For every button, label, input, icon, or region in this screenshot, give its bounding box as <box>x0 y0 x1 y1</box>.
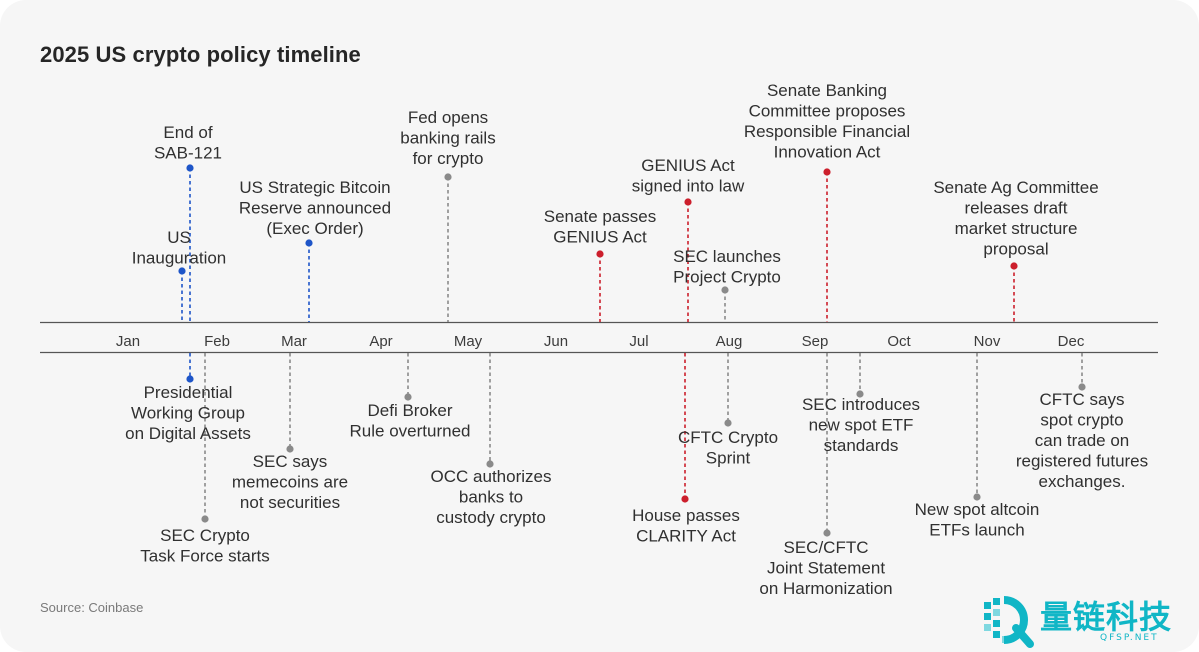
event-label-senate-passes-genius-act-line-1: Senate passes <box>544 207 656 226</box>
event-label-us-inauguration-line-2: Inauguration <box>132 249 227 268</box>
event-label-sec-says-memecoins-are-not-securities-line-2: memecoins are <box>232 473 348 492</box>
event-dot-cftc-crypto-sprint <box>724 419 732 427</box>
month-label-may: May <box>454 333 483 350</box>
event-label-cftc-crypto-sprint-line-1: CFTC Crypto <box>678 428 778 447</box>
event-label-genius-act-signed-into-law-line-1: GENIUS Act <box>641 156 735 175</box>
event-dot-senate-banking-committee-proposes-responsible-financial-innovation-act <box>823 168 831 176</box>
event-label-senate-banking-committee-proposes-responsible-financial-innovation-act-line-3: Responsible Financial <box>744 122 910 141</box>
event-label-fed-opens-banking-rails-for-crypto-line-2: banking rails <box>400 129 495 148</box>
event-label-new-spot-altcoin-etfs-launch-line-1: New spot altcoin <box>915 500 1040 519</box>
event-label-defi-broker-rule-overturned-line-2: Rule overturned <box>350 422 471 441</box>
event-label-sec-cftc-joint-statement-on-harmonization-line-3: on Harmonization <box>759 579 892 598</box>
event-label-senate-ag-committee-releases-draft-market-structure-proposal-line-1: Senate Ag Committee <box>933 178 1098 197</box>
logo-mark-icon <box>984 596 1034 648</box>
event-label-us-strategic-bitcoin-reserve-announced-exec-order-line-3: (Exec Order) <box>266 219 363 238</box>
event-label-senate-banking-committee-proposes-responsible-financial-innovation-act-line-2: Committee proposes <box>749 102 906 121</box>
event-label-senate-ag-committee-releases-draft-market-structure-proposal-line-2: releases draft <box>965 199 1068 218</box>
event-labels: US Inauguration End of SAB-121 US Strategic … <box>125 81 1148 598</box>
event-label-house-passes-clarity-act-line-1: House passes <box>632 506 740 525</box>
event-dot-fed-opens-banking-rails-for-crypto <box>444 173 452 181</box>
event-label-sec-introduces-new-spot-etf-standards-line-1: SEC introduces <box>802 395 920 414</box>
event-dot-us-strategic-bitcoin-reserve-announced-exec-order <box>305 239 313 247</box>
event-label-occ-authorizes-banks-to-custody-crypto-line-3: custody crypto <box>436 508 546 527</box>
month-label-sep: Sep <box>802 333 829 350</box>
event-label-senate-ag-committee-releases-draft-market-structure-proposal-line-4: proposal <box>983 240 1048 259</box>
event-dot-defi-broker-rule-overturned <box>404 393 412 401</box>
event-label-us-inauguration-line-1: US <box>167 228 191 247</box>
event-label-presidential-working-group-on-digital-assets-line-1: Presidential <box>144 383 233 402</box>
month-label-apr: Apr <box>369 333 392 350</box>
event-label-sec-cftc-joint-statement-on-harmonization-line-1: SEC/CFTC <box>784 538 869 557</box>
event-label-sec-says-memecoins-are-not-securities-line-1: SEC says <box>253 452 328 471</box>
event-dot-genius-act-signed-into-law <box>684 198 692 206</box>
event-label-sec-crypto-task-force-starts-line-2: Task Force starts <box>140 547 269 566</box>
month-label-jul: Jul <box>629 333 648 350</box>
event-dot-cftc-says-spot-crypto-can-trade-on-registered-futures-exchanges <box>1078 383 1086 391</box>
event-dot-senate-ag-committee-releases-draft-market-structure-proposal <box>1010 262 1018 270</box>
event-label-occ-authorizes-banks-to-custody-crypto-line-2: banks to <box>459 488 523 507</box>
event-label-cftc-says-spot-crypto-can-trade-on-registered-futures-exchanges-line-5: exchanges. <box>1039 472 1126 491</box>
month-label-aug: Aug <box>716 333 743 350</box>
event-label-sec-introduces-new-spot-etf-standards-line-3: standards <box>824 436 899 455</box>
month-label-mar: Mar <box>281 333 307 350</box>
event-label-us-strategic-bitcoin-reserve-announced-exec-order-line-2: Reserve announced <box>239 199 391 218</box>
month-label-dec: Dec <box>1058 333 1085 350</box>
event-label-cftc-says-spot-crypto-can-trade-on-registered-futures-exchanges-line-4: registered futures <box>1016 452 1148 471</box>
event-dot-sec-cftc-joint-statement-on-harmonization <box>823 529 831 537</box>
event-label-new-spot-altcoin-etfs-launch-line-2: ETFs launch <box>929 521 1024 540</box>
event-dot-end-of-sab-121 <box>186 164 194 172</box>
event-dot-sec-crypto-task-force-starts <box>201 515 209 523</box>
month-label-nov: Nov <box>974 333 1001 350</box>
event-label-cftc-says-spot-crypto-can-trade-on-registered-futures-exchanges-line-1: CFTC says <box>1040 390 1125 409</box>
event-label-sec-launches-project-crypto-line-2: Project Crypto <box>673 268 781 287</box>
event-label-occ-authorizes-banks-to-custody-crypto-line-1: OCC authorizes <box>431 467 552 486</box>
event-label-senate-banking-committee-proposes-responsible-financial-innovation-act-line-1: Senate Banking <box>767 81 887 100</box>
month-label-oct: Oct <box>887 333 911 350</box>
logo-text-en: QFSP.NET <box>1100 633 1159 643</box>
event-label-sec-cftc-joint-statement-on-harmonization-line-2: Joint Statement <box>767 559 885 578</box>
event-label-defi-broker-rule-overturned-line-1: Defi Broker <box>367 401 452 420</box>
event-dot-new-spot-altcoin-etfs-launch <box>973 493 981 501</box>
event-dot-house-passes-clarity-act <box>681 495 689 503</box>
event-label-presidential-working-group-on-digital-assets-line-3: on Digital Assets <box>125 424 251 443</box>
logo-text-cn: 量链科技 <box>1040 598 1173 636</box>
event-label-end-of-sab-121-line-1: End of <box>163 123 212 142</box>
event-label-end-of-sab-121-line-2: SAB-121 <box>154 144 222 163</box>
event-label-fed-opens-banking-rails-for-crypto-line-1: Fed opens <box>408 108 488 127</box>
page-title: 2025 US crypto policy timeline <box>40 42 361 67</box>
event-label-cftc-says-spot-crypto-can-trade-on-registered-futures-exchanges-line-3: can trade on <box>1035 431 1130 450</box>
event-label-us-strategic-bitcoin-reserve-announced-exec-order-line-1: US Strategic Bitcoin <box>239 178 390 197</box>
event-label-senate-banking-committee-proposes-responsible-financial-innovation-act-line-4: Innovation Act <box>774 143 881 162</box>
month-label-feb: Feb <box>204 333 230 350</box>
event-label-cftc-says-spot-crypto-can-trade-on-registered-futures-exchanges-line-2: spot crypto <box>1040 411 1123 430</box>
event-label-senate-passes-genius-act-line-2: GENIUS Act <box>553 228 647 247</box>
event-label-sec-says-memecoins-are-not-securities-line-3: not securities <box>240 493 340 512</box>
event-label-sec-crypto-task-force-starts-line-1: SEC Crypto <box>160 526 250 545</box>
event-label-presidential-working-group-on-digital-assets-line-2: Working Group <box>131 404 245 423</box>
event-dot-occ-authorizes-banks-to-custody-crypto <box>486 460 494 468</box>
event-label-fed-opens-banking-rails-for-crypto-line-3: for crypto <box>413 149 484 168</box>
event-dot-sec-says-memecoins-are-not-securities <box>286 445 294 453</box>
event-label-senate-ag-committee-releases-draft-market-structure-proposal-line-3: market structure <box>955 219 1078 238</box>
event-label-house-passes-clarity-act-line-2: CLARITY Act <box>636 527 736 546</box>
event-label-genius-act-signed-into-law-line-2: signed into law <box>632 177 745 196</box>
event-dot-us-inauguration <box>178 267 186 275</box>
source-note: Source: Coinbase <box>40 600 144 615</box>
month-labels: Jan Feb Mar Apr May Jun Jul Aug Sep Oct Nov Dec <box>116 333 1085 350</box>
event-label-cftc-crypto-sprint-line-2: Sprint <box>706 449 751 468</box>
event-stems <box>178 164 1086 537</box>
watermark-logo: 量链科技 QFSP.NET <box>978 590 1199 652</box>
event-label-sec-introduces-new-spot-etf-standards-line-2: new spot ETF <box>809 416 914 435</box>
event-dot-presidential-working-group-on-digital-assets <box>186 375 194 383</box>
event-label-sec-launches-project-crypto-line-1: SEC launches <box>673 247 781 266</box>
month-label-jun: Jun <box>544 333 568 350</box>
event-dot-sec-launches-project-crypto <box>721 286 729 294</box>
event-dot-senate-passes-genius-act <box>596 250 604 258</box>
month-label-jan: Jan <box>116 333 140 350</box>
event-dot-sec-introduces-new-spot-etf-standards <box>856 390 864 398</box>
